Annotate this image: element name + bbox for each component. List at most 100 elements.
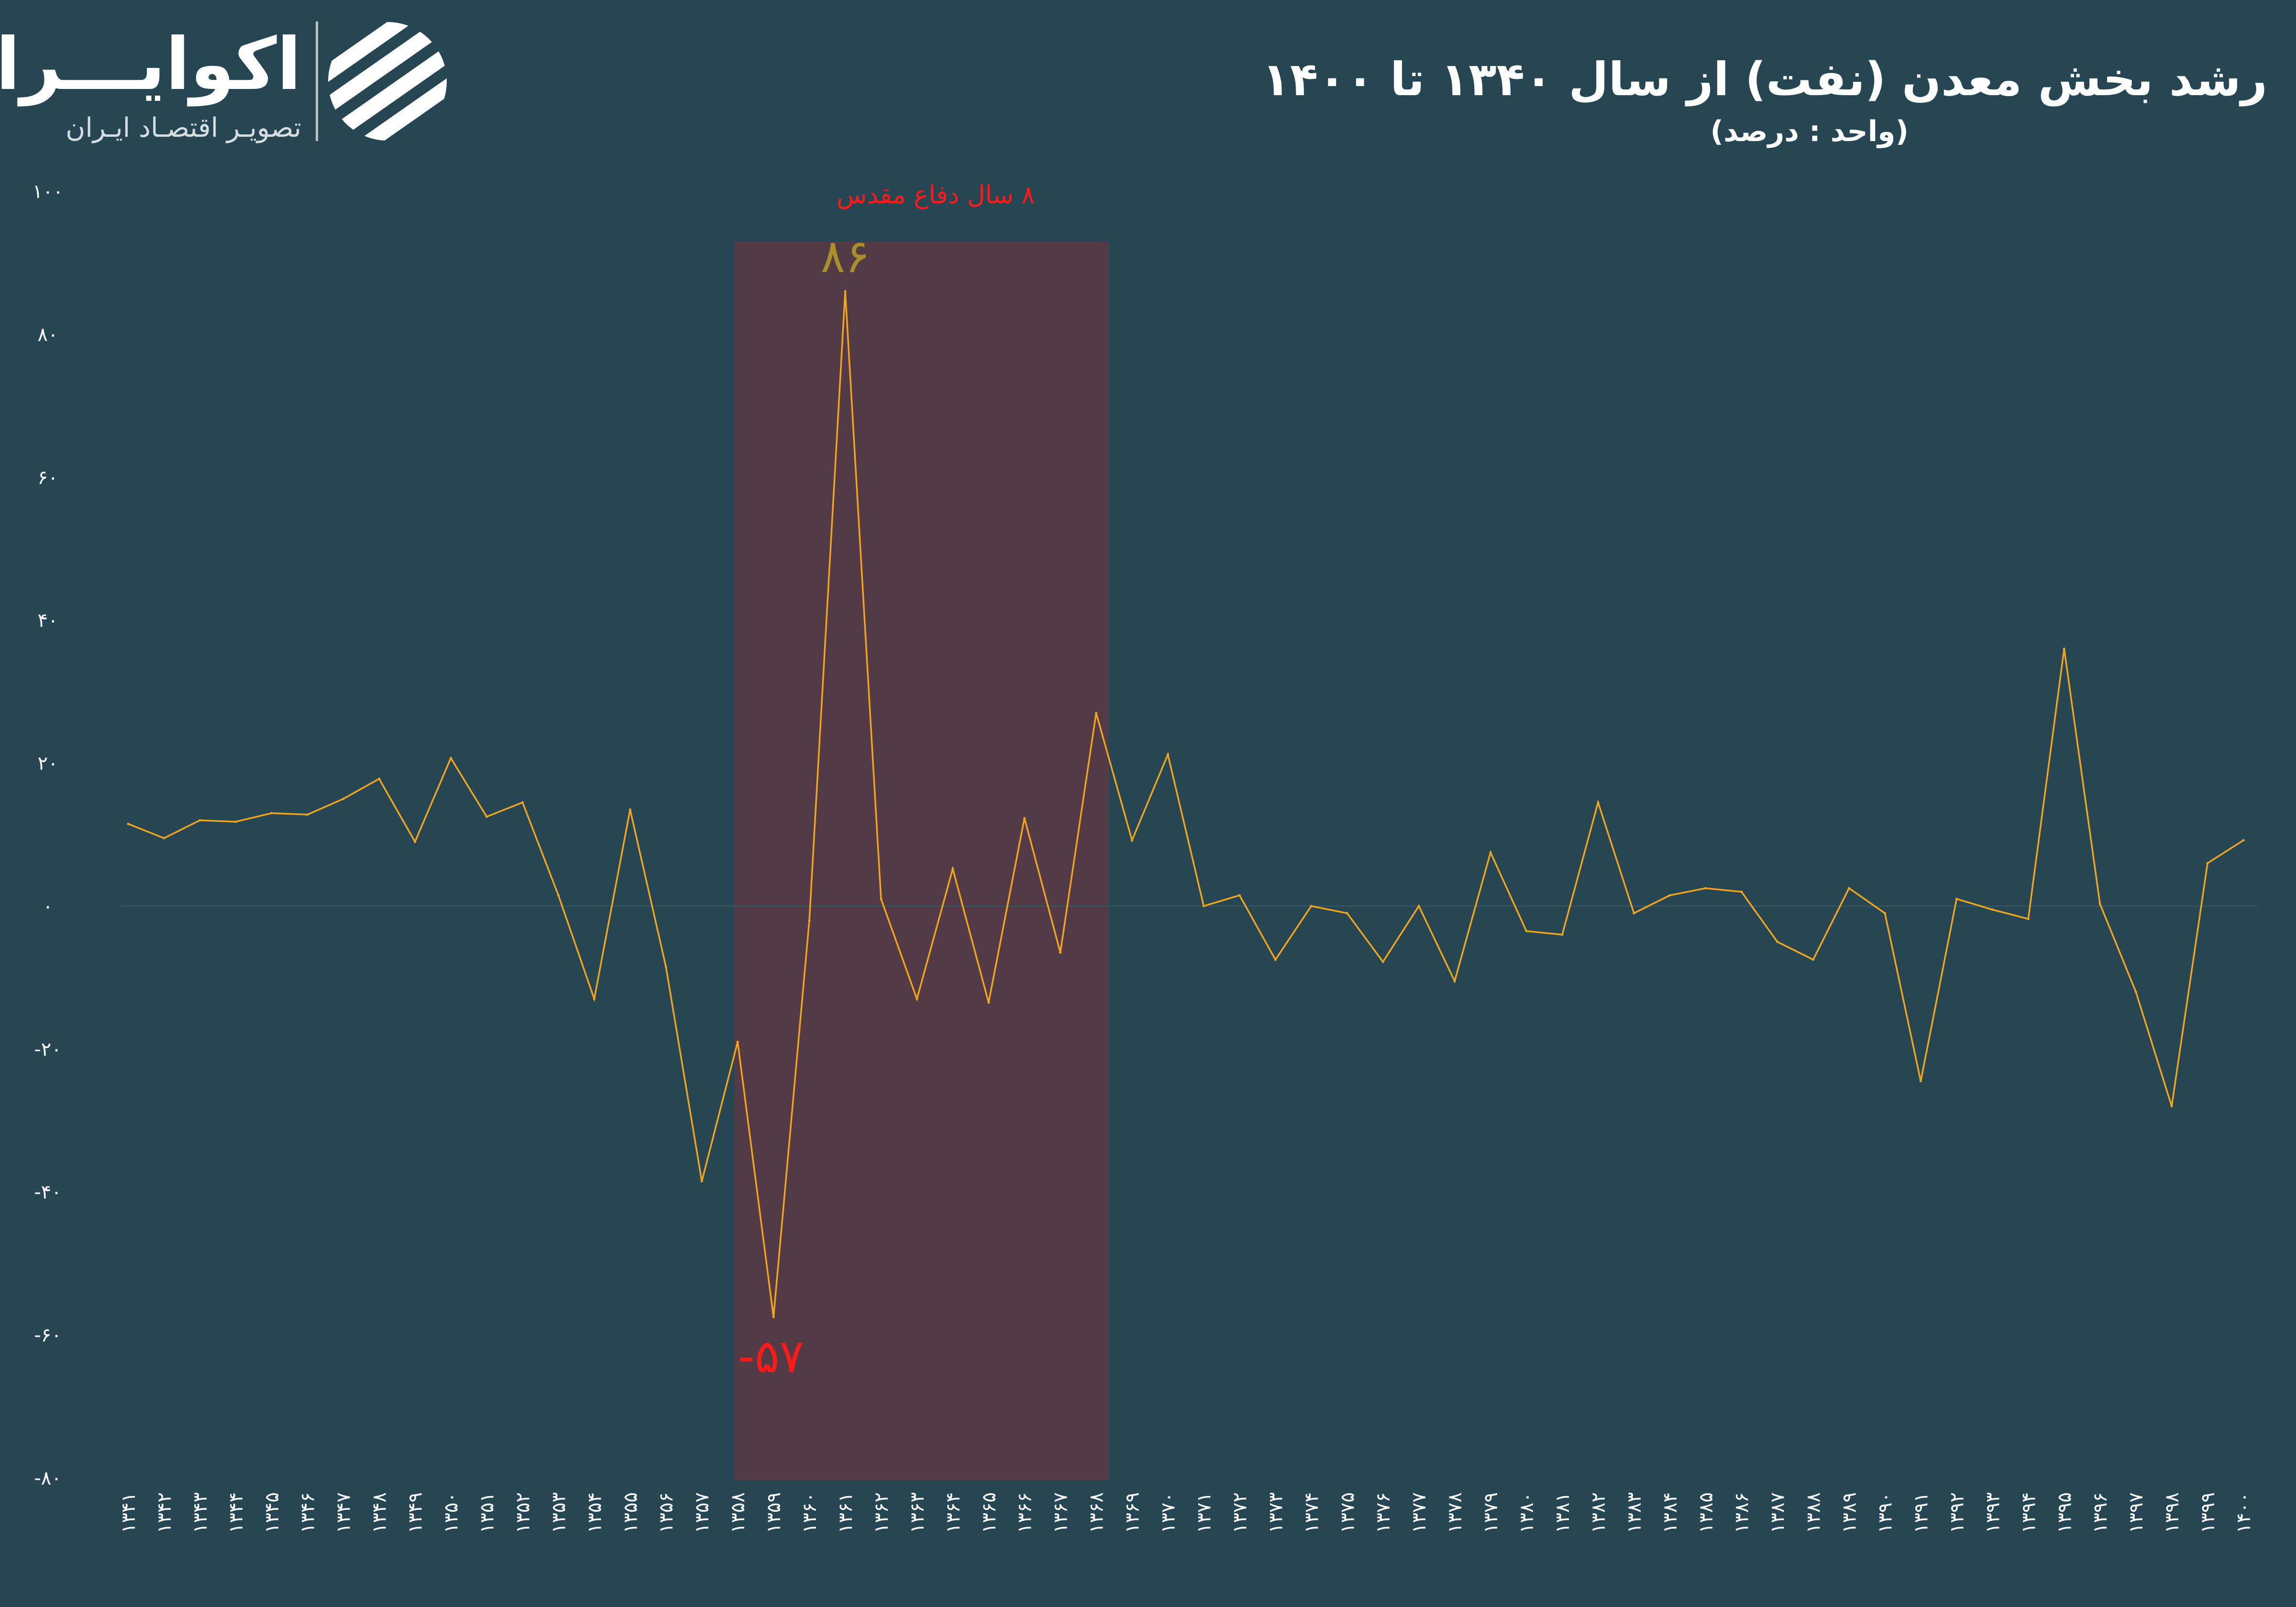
data-point (593, 998, 596, 1001)
x-tick-label: ۱۳۴۶ (297, 1492, 319, 1533)
x-tick-label: ۱۳۸۴ (1659, 1492, 1681, 1533)
x-tick-label: ۱۳۵۰ (441, 1492, 463, 1533)
y-tick-label: -۴۰ (34, 1181, 61, 1203)
x-tick-label: ۱۳۸۶ (1731, 1492, 1753, 1533)
x-tick-label: ۱۳۵۳ (548, 1492, 570, 1533)
data-point (1525, 930, 1528, 933)
data-point (414, 840, 417, 843)
data-point (1884, 912, 1887, 914)
data-point (844, 290, 847, 293)
x-tick-label: ۱۳۶۱ (835, 1492, 857, 1533)
data-point (2098, 903, 2101, 905)
x-tick-label: ۱۳۷۳ (1265, 1492, 1287, 1533)
y-tick-label: ۸۰ (38, 324, 58, 346)
data-point (1417, 904, 1420, 907)
x-tick-label: ۱۳۶۴ (942, 1492, 964, 1533)
data-point (378, 777, 381, 780)
data-point (2134, 991, 2137, 993)
data-point (1202, 904, 1205, 907)
data-point (342, 797, 345, 800)
x-tick-label: ۱۳۸۲ (1588, 1492, 1610, 1533)
data-point (1561, 933, 1564, 936)
data-point (1597, 801, 1600, 804)
data-point (163, 837, 166, 839)
data-point (521, 801, 524, 804)
data-point (1812, 958, 1815, 961)
data-point (270, 812, 273, 815)
data-point (1131, 839, 1134, 842)
y-tick-label: ۰ (43, 895, 53, 917)
data-point (772, 1316, 775, 1319)
x-tick-label: ۱۳۷۲ (1229, 1492, 1251, 1533)
x-tick-label: ۱۳۶۵ (978, 1492, 1000, 1533)
brand-tagline: تصویـر اقتصـاد ایـران (66, 112, 301, 143)
x-tick-label: ۱۳۷۶ (1372, 1492, 1394, 1533)
x-tick-label: ۱۳۸۰ (1516, 1492, 1538, 1533)
x-tick-label: ۱۳۵۹ (763, 1492, 785, 1533)
data-point (629, 808, 631, 811)
data-point (1740, 891, 1743, 893)
data-point (2242, 839, 2245, 842)
x-tick-label: ۱۳۴۱ (118, 1492, 140, 1533)
x-tick-label: ۱۳۶۲ (871, 1492, 893, 1533)
x-tick-label: ۱۳۹۹ (2197, 1492, 2219, 1533)
x-tick-label: ۱۳۶۰ (799, 1492, 821, 1533)
y-tick-label: ۴۰ (38, 610, 58, 632)
data-point (700, 1180, 703, 1183)
data-point (916, 998, 918, 1001)
war-period-label: ۸ سال دفاع مقدس (837, 181, 1035, 209)
x-tick-label: ۱۳۹۸ (2161, 1492, 2183, 1533)
ecoiran-stripes-logo-icon (328, 22, 447, 141)
data-point (1167, 753, 1170, 756)
x-tick-label: ۱۳۶۸ (1086, 1492, 1108, 1533)
x-tick-label: ۱۳۹۲ (1946, 1492, 1968, 1533)
x-tick-label: ۱۳۷۹ (1480, 1492, 1502, 1533)
x-tick-label: ۱۳۴۳ (189, 1492, 211, 1533)
y-axis: ۱۰۰ ۸۰ ۶۰ ۴۰ ۲۰ ۰ -۲۰ -۴۰ -۶۰ -۸۰ (33, 181, 63, 1489)
y-tick-label: -۶۰ (34, 1324, 61, 1346)
x-tick-label: ۱۳۹۷ (2125, 1492, 2147, 1533)
data-point (2206, 862, 2209, 865)
brand-name: اکوایـــران (0, 23, 301, 106)
data-point (234, 820, 237, 823)
x-tick-label: ۱۳۵۸ (727, 1492, 749, 1533)
brand-block: اکوایـــران تصویـر اقتصـاد ایـران (0, 19, 450, 148)
data-point (2027, 917, 2030, 920)
x-tick-label: ۱۳۴۲ (154, 1492, 176, 1533)
data-point (880, 898, 883, 900)
data-point (1023, 817, 1026, 820)
x-tick-label: ۱۳۴۴ (225, 1492, 247, 1533)
x-tick-label: ۱۳۹۵ (2053, 1492, 2075, 1533)
data-point (1955, 898, 1958, 900)
data-point (1633, 912, 1635, 914)
series-line (128, 291, 2244, 1318)
x-tick-label: ۱۳۸۸ (1803, 1492, 1825, 1533)
brand-divider (316, 22, 318, 141)
data-point (485, 815, 488, 818)
x-tick-label: ۱۳۷۸ (1444, 1492, 1466, 1533)
x-tick-label: ۱۳۸۳ (1623, 1492, 1645, 1533)
x-tick-label: ۱۳۷۷ (1408, 1492, 1430, 1533)
data-point (664, 965, 667, 968)
highlight-band-layer: ۸ سال دفاع مقدس (734, 181, 1109, 1480)
x-tick-label: ۱۳۵۶ (655, 1492, 677, 1533)
x-tick-label: ۱۳۶۳ (906, 1492, 928, 1533)
data-point (306, 813, 309, 816)
data-point (199, 819, 201, 822)
data-point (1848, 887, 1851, 890)
x-tick-label: ۱۳۹۰ (1875, 1492, 1897, 1533)
y-tick-label: -۸۰ (34, 1467, 61, 1489)
x-tick-label: ۱۳۴۹ (405, 1492, 427, 1533)
data-point (2170, 1105, 2173, 1108)
x-tick-label: ۱۳۹۴ (2018, 1492, 2040, 1533)
data-point (1310, 904, 1313, 907)
x-tick-label: ۱۳۶۷ (1050, 1492, 1072, 1533)
data-point (1381, 960, 1384, 963)
data-point (951, 868, 954, 870)
x-tick-label: ۱۳۶۹ (1122, 1492, 1144, 1533)
x-tick-label: ۱۳۸۵ (1695, 1492, 1717, 1533)
data-point (1489, 851, 1492, 854)
x-tick-label: ۱۳۴۷ (333, 1492, 355, 1533)
data-point (127, 823, 130, 826)
annotation-layer: ۸۶ -۵۷ (738, 230, 870, 1383)
